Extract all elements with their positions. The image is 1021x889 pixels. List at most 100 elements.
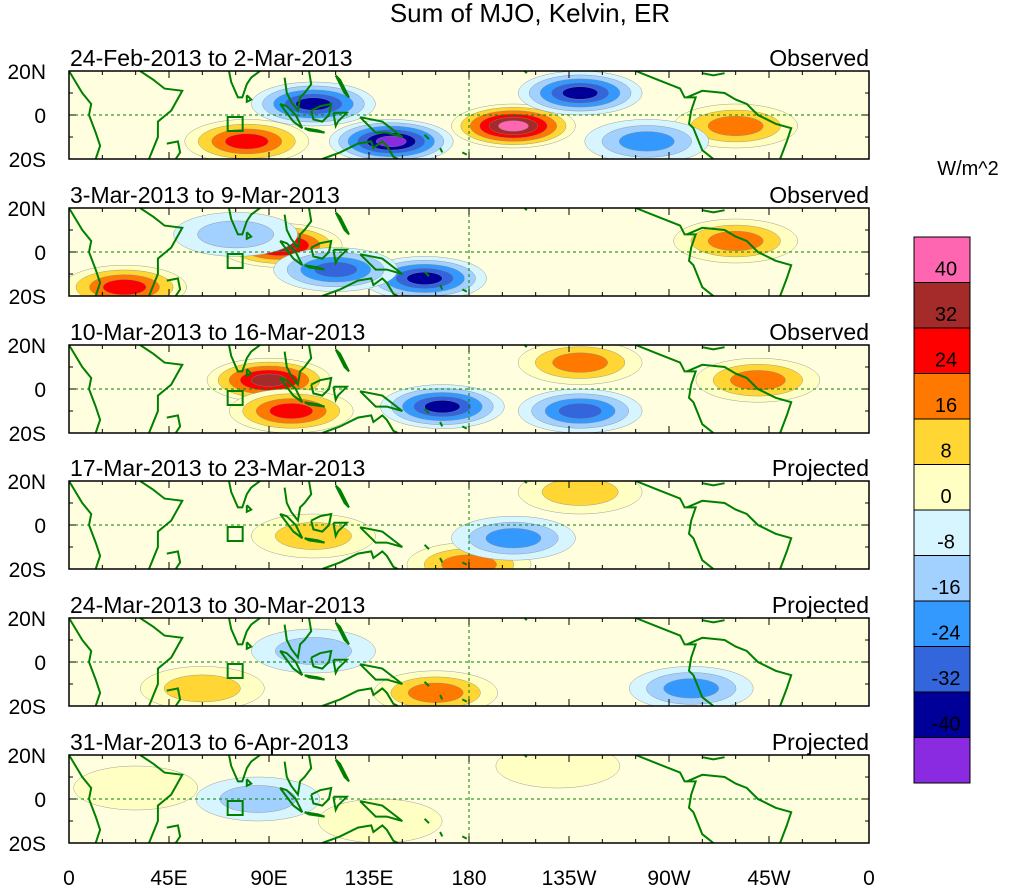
coastline <box>279 377 304 404</box>
coastline <box>423 544 430 550</box>
coastline <box>321 687 399 706</box>
coastline <box>321 550 399 569</box>
coastline <box>702 72 725 77</box>
coastline <box>461 835 468 840</box>
coastline <box>283 481 313 524</box>
coastline <box>359 390 403 412</box>
figure-title: Sum of MJO, Kelvin, ER <box>390 0 670 28</box>
panel-2: 20N 0 20S 3-Mar-2013 to 9-Mar-2013 Observed <box>7 182 870 309</box>
coastline <box>228 618 261 646</box>
coastline <box>439 831 444 837</box>
coastline <box>635 755 715 843</box>
coastline <box>635 208 715 296</box>
coastline <box>334 484 350 509</box>
panel-date-range: 10-Mar-2013 to 16-Mar-2013 <box>70 319 365 345</box>
coastline <box>359 663 403 685</box>
coastline <box>228 755 261 783</box>
panel-5: 20N 0 20S 24-Mar-2013 to 30-Mar-2013 Project… <box>7 592 870 719</box>
coastline <box>461 288 468 293</box>
coastline <box>245 778 253 788</box>
coastline <box>245 641 253 651</box>
colorbar-swatch <box>913 737 971 784</box>
lon-label: 90W <box>647 867 690 889</box>
colorbar-units: W/m^2 <box>937 158 999 180</box>
lat-label: 20N <box>7 335 46 358</box>
coastline <box>332 521 350 540</box>
coastline <box>635 618 715 706</box>
colorbar-label: -24 <box>932 623 961 645</box>
coastline <box>334 74 350 99</box>
coastline <box>245 368 253 378</box>
coastline <box>321 414 399 433</box>
colorbar-swatch <box>913 418 971 465</box>
coastline <box>228 345 261 373</box>
coastline <box>321 824 399 843</box>
coastline <box>139 208 184 296</box>
coastline <box>439 147 444 153</box>
lon-label: 0 <box>63 867 75 889</box>
coastline <box>228 481 261 509</box>
anomaly-contour <box>619 131 675 152</box>
coastline <box>304 264 325 271</box>
colorbar-swatch <box>913 327 971 374</box>
anomaly-contour <box>562 86 599 100</box>
coastlines <box>69 345 793 433</box>
coastline <box>439 694 444 700</box>
panel-date-range: 17-Mar-2013 to 23-Mar-2013 <box>70 455 365 481</box>
coastline <box>321 140 399 159</box>
coastline <box>334 211 350 236</box>
anomaly-contour <box>225 133 269 150</box>
lat-label: 20N <box>7 471 46 494</box>
panel-status: Projected <box>772 455 869 481</box>
coastline <box>423 681 430 687</box>
coastline <box>245 231 253 241</box>
anomaly-contour <box>552 352 608 373</box>
coastline <box>139 345 184 433</box>
coastline <box>279 513 304 540</box>
reference-box <box>226 800 244 816</box>
coastline <box>461 425 468 430</box>
lon-label: 45E <box>150 867 187 889</box>
lat-label: 20N <box>7 608 46 631</box>
colorbar-label: -32 <box>932 668 961 690</box>
coastline <box>334 621 350 646</box>
coastline <box>423 818 430 824</box>
coastline <box>332 248 350 267</box>
coastline <box>439 284 444 290</box>
anomaly-contour <box>424 400 461 414</box>
anomaly-contour <box>269 403 313 419</box>
coastline <box>139 481 184 569</box>
colorbar-label: -8 <box>937 532 955 554</box>
coastline <box>283 208 313 251</box>
colorbar-label: 0 <box>940 486 951 508</box>
coastline <box>359 526 403 548</box>
lat-label: 0 <box>34 652 46 675</box>
reference-box <box>226 390 244 406</box>
panel-status: Observed <box>769 319 869 345</box>
coastline <box>461 561 468 566</box>
coastline <box>461 151 468 156</box>
reference-box <box>226 526 244 542</box>
coastline <box>228 208 261 236</box>
coastline <box>283 345 313 388</box>
lon-label: 45W <box>747 867 790 889</box>
coastline <box>228 71 261 99</box>
anomaly-field <box>206 345 821 433</box>
anomaly-contour <box>163 674 241 703</box>
panel-status: Projected <box>772 729 869 755</box>
panel-1: 20N 0 20S 24-Feb-2013 to 2-Mar-2013 Observed <box>7 45 870 172</box>
anomaly-contour <box>495 755 621 789</box>
panel-4: 20N 0 20S 17-Mar-2013 to 23-Mar-2013 Project… <box>7 455 870 582</box>
coastline <box>139 71 184 159</box>
coastline <box>321 277 399 296</box>
coastline <box>686 363 793 433</box>
anomaly-contour <box>102 279 147 296</box>
reference-box <box>226 253 244 269</box>
lat-label: 20N <box>7 61 46 84</box>
lat-label: 20S <box>9 423 46 446</box>
coastline <box>359 800 403 822</box>
coastline <box>686 499 793 569</box>
coastline <box>686 636 793 706</box>
colorbar-label: 40 <box>935 259 957 281</box>
lat-label: 0 <box>34 105 46 128</box>
